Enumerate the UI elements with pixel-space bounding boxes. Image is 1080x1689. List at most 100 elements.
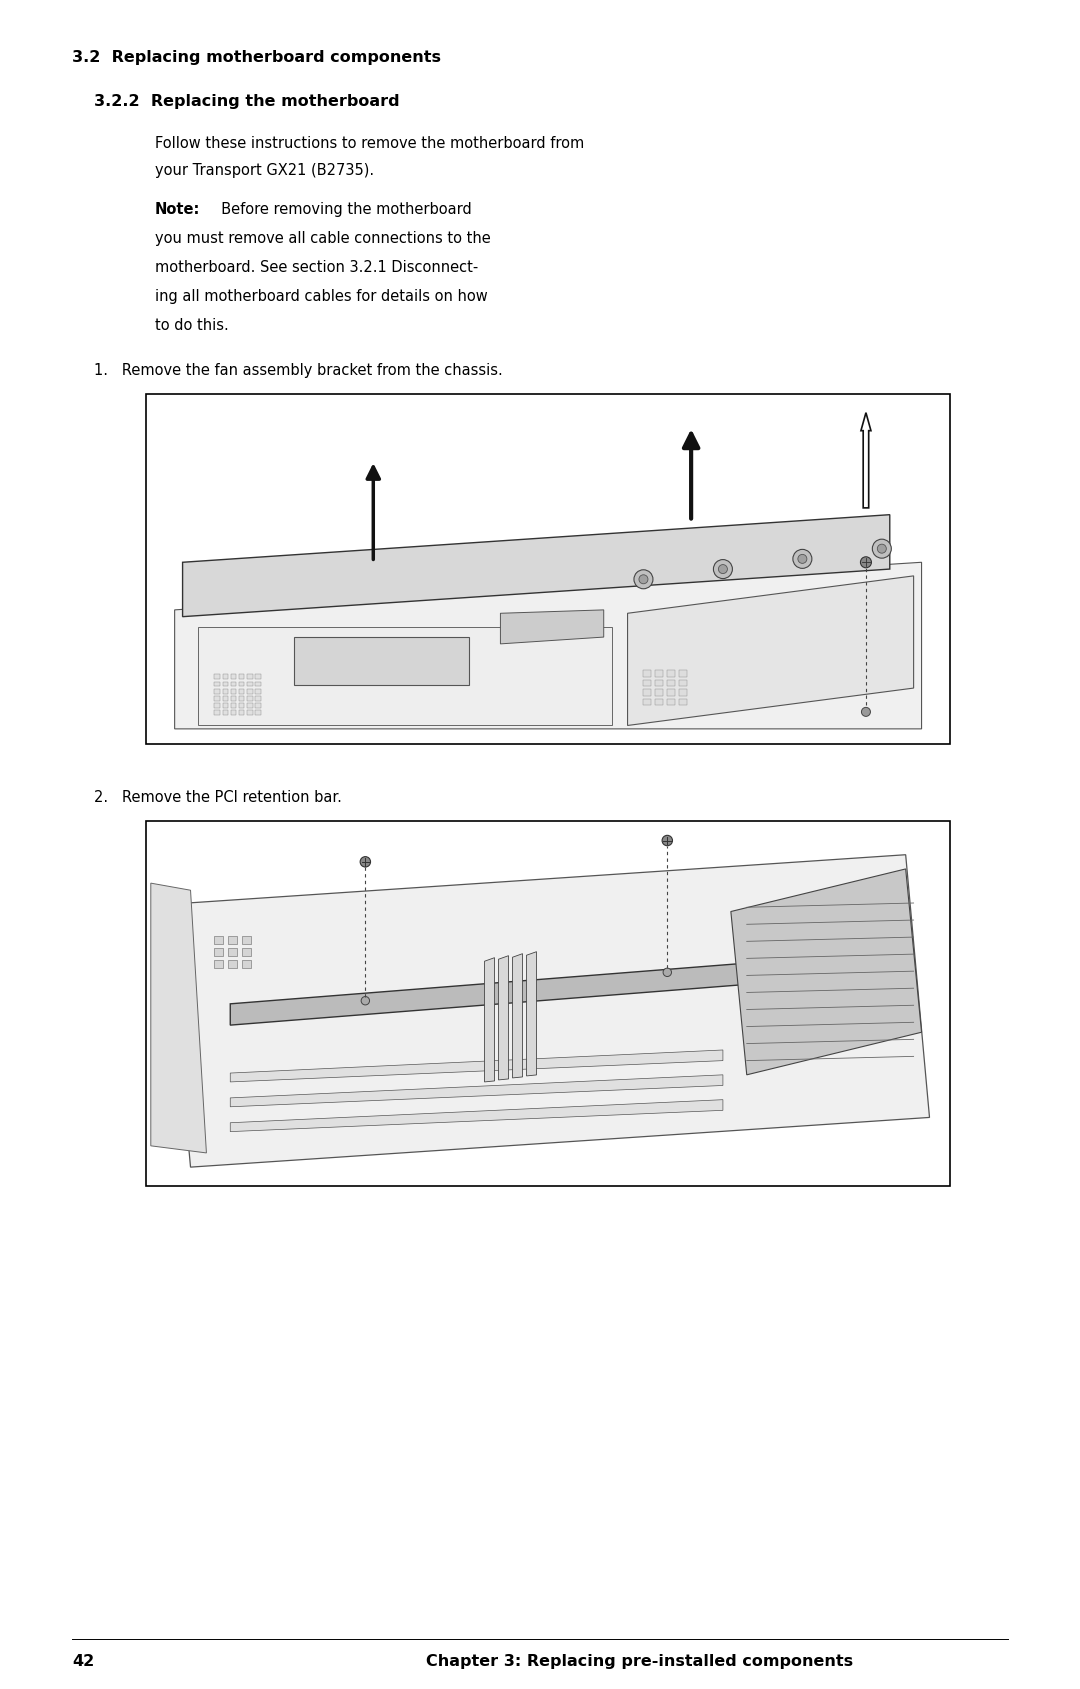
Bar [247,682,253,687]
Bar [656,681,663,687]
Text: 3.2.2  Replacing the motherboard: 3.2.2 Replacing the motherboard [94,95,400,108]
Bar [222,704,228,709]
Bar [231,689,237,694]
Bar [242,949,252,956]
Bar [667,671,675,677]
Bar [231,711,237,716]
Text: ing all motherboard cables for details on how: ing all motherboard cables for details o… [156,289,488,304]
Bar [222,676,228,681]
Bar [679,671,688,677]
Bar [679,699,688,706]
Bar [231,696,237,701]
Polygon shape [230,961,771,1025]
Bar [644,671,651,677]
Polygon shape [513,954,523,1078]
Circle shape [877,546,887,554]
Bar [214,696,220,701]
Circle shape [663,968,672,976]
Circle shape [639,576,648,584]
Bar [247,711,253,716]
Bar [679,689,688,696]
Bar [239,689,244,694]
Polygon shape [500,610,604,645]
Bar [247,689,253,694]
Bar [255,704,261,709]
Text: Before removing the motherboard: Before removing the motherboard [212,201,472,216]
Bar [644,699,651,706]
Polygon shape [183,515,890,616]
Bar [247,696,253,701]
Bar [214,961,224,969]
Bar [644,689,651,696]
Bar [222,689,228,694]
Polygon shape [861,414,870,508]
Text: 3.2  Replacing motherboard components: 3.2 Replacing motherboard components [72,51,441,64]
Bar [239,696,244,701]
Bar [146,823,950,1187]
Circle shape [861,557,872,569]
Circle shape [718,566,728,574]
Bar [247,704,253,709]
Bar [255,711,261,716]
Circle shape [360,856,370,868]
Bar [239,704,244,709]
Text: motherboard. See section 3.2.1 Disconnect-: motherboard. See section 3.2.1 Disconnec… [156,260,478,274]
Bar [242,937,252,944]
Bar [231,682,237,687]
Bar [228,937,238,944]
Circle shape [361,997,369,1005]
Polygon shape [627,576,914,726]
Bar [239,682,244,687]
Polygon shape [230,1051,723,1083]
Bar [214,711,220,716]
Bar [656,699,663,706]
Text: Note:: Note: [156,201,201,216]
Bar [231,676,237,681]
Bar [255,696,261,701]
Polygon shape [499,956,509,1081]
Bar [255,676,261,681]
Polygon shape [485,958,495,1083]
Polygon shape [731,870,921,1076]
Circle shape [793,551,812,569]
Bar [656,671,663,677]
Polygon shape [199,628,611,726]
Bar [239,676,244,681]
Bar [656,689,663,696]
Circle shape [862,708,870,716]
Text: 2.   Remove the PCI retention bar.: 2. Remove the PCI retention bar. [94,790,342,804]
Bar [222,696,228,701]
Bar [255,689,261,694]
Circle shape [714,561,732,579]
Bar [146,395,950,745]
Polygon shape [166,855,930,1167]
Polygon shape [175,562,921,730]
Text: you must remove all cable connections to the: you must remove all cable connections to… [156,230,490,245]
Circle shape [798,556,807,564]
Bar [228,949,238,956]
Polygon shape [230,1100,723,1132]
Bar [644,681,651,687]
Text: your Transport GX21 (B2735).: your Transport GX21 (B2735). [156,162,374,177]
Text: to do this.: to do this. [156,318,229,333]
Bar [239,711,244,716]
Bar [228,961,238,969]
Polygon shape [294,638,469,686]
Text: 1.   Remove the fan assembly bracket from the chassis.: 1. Remove the fan assembly bracket from … [94,363,503,378]
Bar [667,689,675,696]
Bar [214,704,220,709]
Bar [255,682,261,687]
Polygon shape [230,1076,723,1106]
Bar [679,681,688,687]
Bar [667,681,675,687]
Bar [214,689,220,694]
Polygon shape [527,953,537,1076]
Bar [242,961,252,969]
Circle shape [873,540,891,559]
Text: 42: 42 [72,1654,94,1669]
Circle shape [634,571,653,589]
Bar [214,937,224,944]
Polygon shape [151,883,206,1154]
Bar [247,676,253,681]
Bar [214,949,224,956]
